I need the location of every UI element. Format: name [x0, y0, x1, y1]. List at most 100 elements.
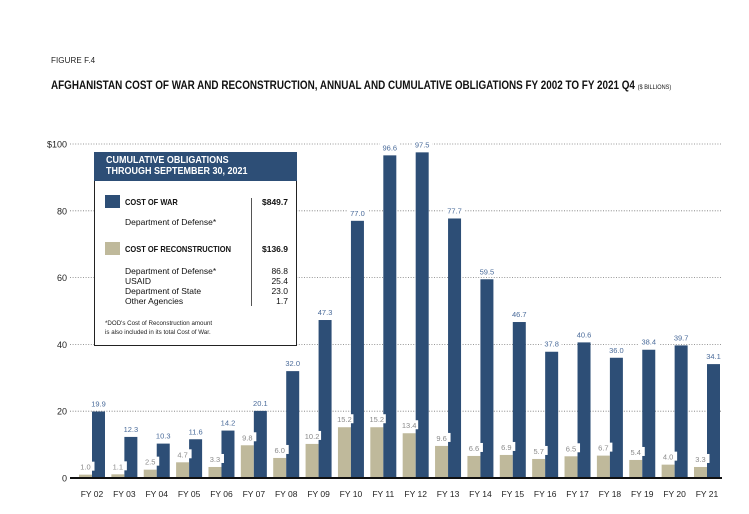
war-value-label: 20.1 [253, 399, 268, 408]
y-tick-label: $100 [47, 140, 67, 150]
war-value-label: 47.3 [318, 308, 333, 317]
label-bg [509, 309, 530, 319]
war-value-label: 46.7 [512, 310, 527, 319]
reconstruction-value-label: 5.4 [631, 448, 641, 457]
bar-reconstruction [370, 427, 384, 478]
label-bg [691, 453, 710, 463]
y-tick-label: 40 [57, 340, 67, 350]
bar-war [189, 439, 203, 478]
label-bg [270, 444, 289, 454]
bar-war [415, 152, 429, 478]
label-bg [367, 414, 386, 424]
reconstruction-value-label: 1.0 [80, 463, 90, 472]
recon-item-value: 23.0 [271, 286, 288, 296]
bar-reconstruction [240, 445, 254, 478]
war-label: COST OF WAR [125, 197, 178, 207]
x-tick-label: FY 04 [145, 489, 168, 499]
label-bg [671, 332, 692, 342]
bar-war [221, 430, 235, 478]
war-value-label: 39.7 [674, 333, 689, 342]
war-value-label: 37.8 [544, 340, 559, 349]
label-bg [432, 432, 451, 442]
reconstruction-value-label: 9.6 [436, 434, 446, 443]
figure-label: FIGURE F.4 [51, 56, 96, 65]
bar-war [124, 436, 138, 478]
label-bg [400, 420, 419, 430]
bar-war [609, 357, 623, 478]
bar-reconstruction [629, 459, 643, 478]
war-value-label: 11.6 [189, 427, 203, 436]
label-bg [703, 351, 724, 361]
x-tick-label: FY 19 [631, 489, 654, 499]
x-tick-label: FY 15 [502, 489, 525, 499]
label-bg [562, 443, 581, 453]
label-bg [238, 432, 257, 442]
reconstruction-value-label: 4.7 [177, 450, 187, 459]
war-value-label: 96.6 [383, 143, 398, 152]
bar-reconstruction [532, 458, 546, 478]
recon-swatch [105, 242, 120, 255]
x-tick-label: FY 18 [599, 489, 622, 499]
war-value-label: 36.0 [609, 346, 624, 355]
war-value-label: 32.0 [285, 359, 300, 368]
bar-war [92, 411, 105, 478]
label-bg [464, 442, 483, 452]
reconstruction-value-label: 10.2 [305, 432, 320, 441]
bar-reconstruction [402, 433, 416, 478]
x-tick-label: FY 17 [566, 489, 589, 499]
label-bg [185, 426, 206, 436]
legend-header: CUMULATIVE OBLIGATIONS THROUGH SEPTEMBER… [94, 152, 297, 181]
label-bg [217, 417, 238, 427]
bar-war [448, 218, 462, 478]
war-value-label: 97.5 [415, 140, 430, 149]
bar-reconstruction [176, 462, 190, 478]
war-item-name: Department of Defense* [125, 217, 217, 227]
label-bg [205, 453, 224, 463]
war-value-label: 14.2 [221, 419, 236, 428]
legend-header-line2: THROUGH SEPTEMBER 30, 2021 [106, 165, 248, 177]
reconstruction-value-label: 15.2 [337, 415, 352, 424]
bar-war [318, 320, 332, 478]
war-swatch [105, 195, 120, 208]
reconstruction-value-label: 6.6 [469, 444, 479, 453]
bar-reconstruction [143, 469, 157, 478]
war-value-label: 77.7 [447, 206, 462, 215]
legend-divider [251, 198, 252, 306]
bar-reconstruction [305, 443, 319, 478]
bar-reconstruction [467, 455, 481, 478]
label-bg [108, 461, 127, 471]
bar-reconstruction [79, 474, 92, 478]
label-bg [335, 414, 354, 424]
x-tick-label: FY 21 [696, 489, 719, 499]
bar-war [480, 279, 494, 478]
bar-war [383, 155, 397, 478]
bar-war [674, 345, 688, 478]
bar-war [577, 342, 591, 478]
reconstruction-value-label: 6.0 [274, 446, 284, 455]
recon-item-name: Other Agencies [125, 296, 184, 306]
label-bg [626, 446, 645, 456]
chart-title-unit: ($ BILLIONS) [637, 84, 672, 91]
legend-footnote: *DOD's Cost of Reconstruction amount is … [105, 320, 212, 337]
footnote-line1: *DOD's Cost of Reconstruction amount [105, 320, 213, 327]
reconstruction-value-label: 4.0 [663, 453, 673, 462]
reconstruction-value-label: 3.3 [695, 455, 705, 464]
war-value-label: 12.3 [124, 425, 139, 434]
recon-item-name: Department of State [125, 286, 202, 296]
recon-label: COST OF RECONSTRUCTION [125, 244, 231, 254]
bar-reconstruction [208, 466, 222, 478]
war-value-label: 10.3 [156, 432, 171, 441]
bar-reconstruction [694, 466, 707, 478]
bar-war [642, 349, 656, 478]
y-tick-label: 80 [57, 206, 67, 216]
x-tick-label: FY 07 [243, 489, 266, 499]
recon-total: $136.9 [262, 244, 288, 254]
recon-item-value: 86.8 [271, 266, 288, 276]
label-bg [659, 451, 678, 461]
x-tick-label: FY 13 [437, 489, 460, 499]
war-total: $849.7 [262, 197, 288, 207]
label-bg [379, 142, 400, 152]
reconstruction-value-label: 6.9 [501, 443, 511, 452]
bar-war [286, 371, 300, 478]
label-bg [173, 449, 192, 459]
